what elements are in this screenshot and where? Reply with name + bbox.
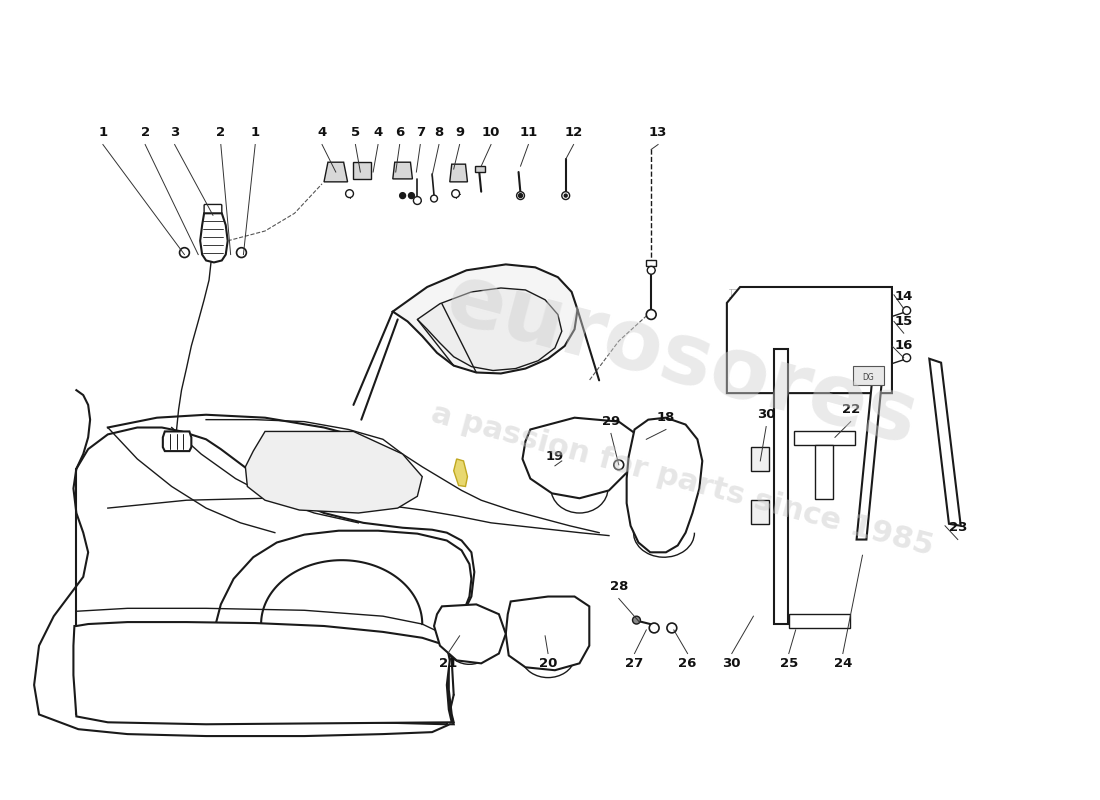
- Text: 2: 2: [141, 126, 150, 139]
- Text: 21: 21: [439, 657, 456, 670]
- Text: 3: 3: [170, 126, 179, 139]
- Circle shape: [562, 192, 570, 199]
- Polygon shape: [475, 166, 485, 172]
- Polygon shape: [522, 418, 637, 498]
- Text: 25: 25: [780, 657, 798, 670]
- Text: 30: 30: [757, 408, 776, 422]
- Polygon shape: [930, 358, 960, 526]
- Text: 5: 5: [351, 126, 360, 139]
- Polygon shape: [163, 431, 191, 451]
- FancyBboxPatch shape: [205, 205, 222, 216]
- Text: 12: 12: [564, 126, 583, 139]
- Text: 16: 16: [894, 339, 913, 353]
- Polygon shape: [434, 604, 506, 663]
- Text: 13: 13: [649, 126, 668, 139]
- Text: 20: 20: [539, 657, 558, 670]
- Text: 6: 6: [395, 126, 405, 139]
- Polygon shape: [393, 162, 412, 179]
- Circle shape: [345, 190, 353, 198]
- Circle shape: [614, 460, 624, 470]
- Text: 24: 24: [834, 657, 852, 670]
- Circle shape: [236, 248, 246, 258]
- Text: 29: 29: [602, 415, 620, 428]
- Text: 2: 2: [217, 126, 226, 139]
- Polygon shape: [647, 261, 656, 266]
- Circle shape: [667, 623, 676, 633]
- Circle shape: [399, 193, 406, 198]
- Text: 19: 19: [546, 450, 564, 462]
- Text: 9: 9: [455, 126, 464, 139]
- Text: 10: 10: [482, 126, 500, 139]
- Text: 27: 27: [626, 657, 644, 670]
- Polygon shape: [774, 349, 788, 624]
- Text: 28: 28: [609, 580, 628, 594]
- Circle shape: [647, 310, 656, 319]
- Bar: [852, 366, 884, 386]
- Polygon shape: [453, 459, 468, 486]
- Polygon shape: [324, 162, 348, 182]
- Text: 11: 11: [519, 126, 538, 139]
- Text: 8: 8: [434, 126, 443, 139]
- Polygon shape: [450, 164, 468, 182]
- Circle shape: [408, 193, 415, 198]
- Circle shape: [518, 194, 522, 198]
- Circle shape: [903, 306, 911, 314]
- Text: 18: 18: [657, 411, 675, 424]
- Circle shape: [647, 266, 656, 274]
- Circle shape: [430, 195, 438, 202]
- Bar: [794, 431, 855, 446]
- Text: 23: 23: [948, 522, 967, 534]
- Circle shape: [649, 623, 659, 633]
- Polygon shape: [393, 264, 578, 374]
- Polygon shape: [245, 431, 422, 513]
- Polygon shape: [857, 378, 882, 539]
- Circle shape: [903, 354, 911, 362]
- Polygon shape: [417, 288, 562, 370]
- Bar: [751, 447, 769, 470]
- Polygon shape: [34, 427, 474, 736]
- Polygon shape: [200, 214, 228, 262]
- Polygon shape: [74, 622, 452, 724]
- Circle shape: [414, 197, 421, 205]
- Text: 14: 14: [894, 290, 913, 303]
- Text: 30: 30: [723, 657, 741, 670]
- Polygon shape: [727, 287, 892, 393]
- Text: 7: 7: [416, 126, 425, 139]
- Polygon shape: [353, 162, 371, 179]
- Text: 1: 1: [251, 126, 260, 139]
- Text: eurosores: eurosores: [438, 258, 926, 462]
- Circle shape: [632, 616, 640, 624]
- Text: 22: 22: [842, 403, 860, 416]
- Circle shape: [452, 190, 460, 198]
- Text: DG: DG: [862, 373, 874, 382]
- Text: 26: 26: [679, 657, 696, 670]
- Text: 1: 1: [98, 126, 108, 139]
- Circle shape: [517, 192, 525, 199]
- Text: 15: 15: [894, 315, 913, 328]
- Circle shape: [179, 248, 189, 258]
- Circle shape: [564, 194, 568, 197]
- Polygon shape: [506, 597, 590, 670]
- Bar: [789, 614, 849, 628]
- Text: 4: 4: [373, 126, 383, 139]
- Text: a passion for parts since 1985: a passion for parts since 1985: [428, 399, 936, 561]
- Text: 4: 4: [318, 126, 327, 139]
- Bar: [815, 446, 833, 499]
- Bar: [751, 500, 769, 524]
- Polygon shape: [627, 418, 702, 552]
